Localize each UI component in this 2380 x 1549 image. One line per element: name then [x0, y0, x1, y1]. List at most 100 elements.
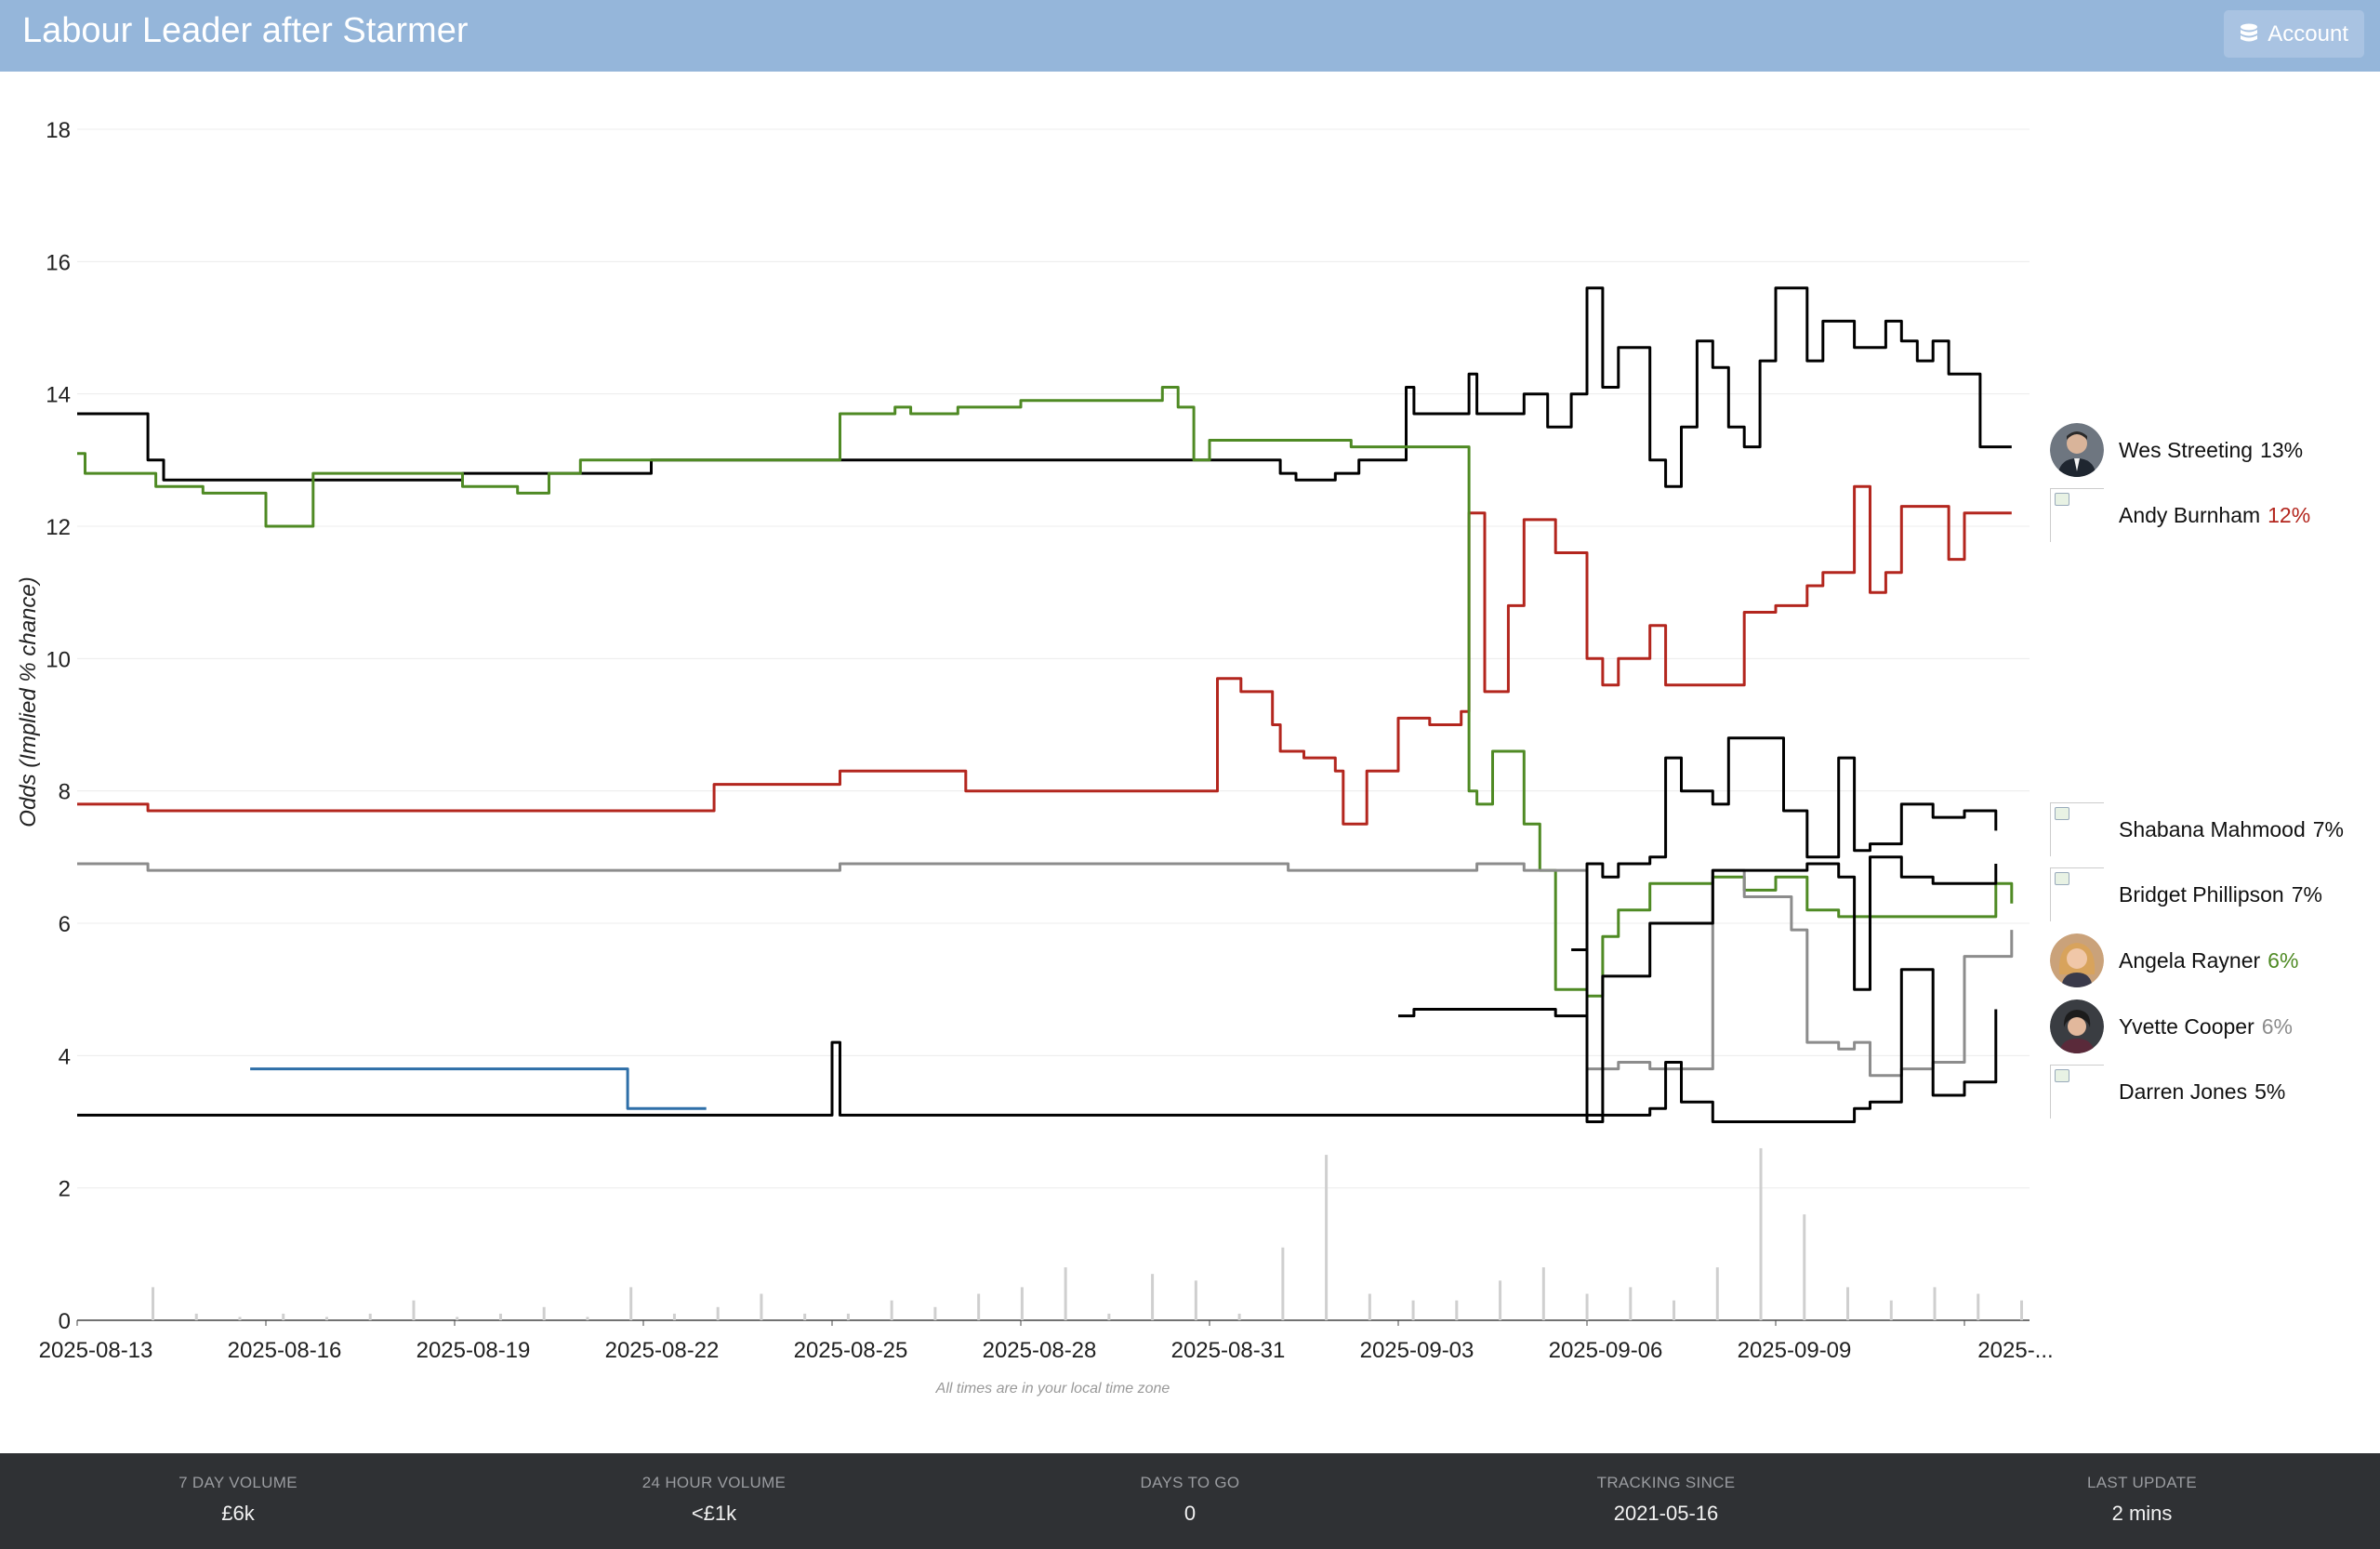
- volume-bar: [1455, 1300, 1459, 1320]
- volume-bar: [803, 1313, 807, 1320]
- y-tick-label: 0: [59, 1309, 71, 1334]
- volume-bar: [1715, 1267, 1719, 1320]
- legend-item[interactable]: Wes Streeting 13%: [2050, 420, 2303, 480]
- series-line-1: [77, 286, 2012, 488]
- volume-bars: [152, 1147, 2023, 1320]
- volume-bar: [368, 1313, 372, 1320]
- volume-bar: [542, 1306, 546, 1320]
- series-line-5: [1398, 736, 1998, 1018]
- stat-block: 24 HOUR VOLUME <£1k: [476, 1453, 952, 1549]
- broken-image-icon: [2050, 1065, 2104, 1119]
- chart-grid: [77, 128, 2030, 1321]
- stat-value: £6k: [221, 1502, 255, 1525]
- y-tick-label: 18: [46, 118, 71, 143]
- y-axis: 0 2 4 6 8 10 12 14 16 18: [46, 118, 71, 1334]
- y-tick-label: 4: [59, 1044, 71, 1069]
- legend-item[interactable]: Shabana Mahmood 7%: [2050, 800, 2344, 859]
- volume-bar: [498, 1313, 502, 1320]
- candidate-percent: 7%: [2291, 881, 2322, 907]
- volume-bar: [2020, 1300, 2023, 1320]
- candidate-percent: 12%: [2268, 502, 2311, 527]
- stat-value: <£1k: [691, 1502, 737, 1525]
- legend-item[interactable]: Darren Jones 5%: [2050, 1062, 2285, 1121]
- x-tick-label: 2025-...: [1977, 1338, 2053, 1363]
- volume-bar: [1673, 1300, 1676, 1320]
- stat-block: 7 DAY VOLUME £6k: [0, 1453, 476, 1549]
- avatar-photo: [2050, 933, 2104, 987]
- stat-label: 7 DAY VOLUME: [178, 1474, 298, 1491]
- legend-item[interactable]: Angela Rayner 6%: [2050, 931, 2298, 990]
- volume-bar: [716, 1306, 720, 1320]
- volume-bar: [412, 1300, 416, 1320]
- stat-block: LAST UPDATE 2 mins: [1904, 1453, 2380, 1549]
- y-tick-label: 10: [46, 647, 71, 672]
- volume-bar: [1889, 1300, 1893, 1320]
- y-tick-label: 2: [59, 1177, 71, 1202]
- y-axis-label: Odds (Implied % chance): [16, 576, 41, 827]
- volume-bar: [1499, 1280, 1502, 1320]
- stat-label: DAYS TO GO: [1140, 1474, 1240, 1491]
- page-title: Labour Leader after Starmer: [22, 11, 469, 50]
- candidate-percent: 6%: [2261, 1013, 2294, 1039]
- stat-block: TRACKING SINCE 2021-05-16: [1428, 1453, 1904, 1549]
- y-tick-label: 14: [46, 383, 71, 408]
- x-tick-label: 2025-09-06: [1549, 1338, 1663, 1363]
- volume-bar: [282, 1313, 285, 1320]
- y-tick-label: 16: [46, 250, 71, 275]
- series-line-6: [1571, 855, 1998, 1123]
- x-tick-label: 2025-09-09: [1738, 1338, 1852, 1363]
- volume-bar: [1977, 1293, 1980, 1320]
- timezone-note: All times are in your local time zone: [935, 1381, 1170, 1397]
- series-line-7: [77, 968, 1998, 1123]
- volume-bar: [1107, 1313, 1111, 1320]
- account-label: Account: [2268, 20, 2348, 46]
- volume-bar: [1368, 1293, 1371, 1320]
- x-tick-label: 2025-08-28: [983, 1338, 1097, 1363]
- stat-label: TRACKING SINCE: [1596, 1474, 1736, 1491]
- volume-bar: [1020, 1287, 1024, 1320]
- volume-bar: [324, 1317, 328, 1320]
- candidate-percent: 5%: [2254, 1079, 2286, 1104]
- broken-image-icon: [2050, 802, 2104, 856]
- account-button[interactable]: Account: [2224, 10, 2364, 58]
- volume-bar: [1281, 1247, 1285, 1320]
- candidate-name: Shabana Mahmood: [2119, 816, 2306, 841]
- chart-series: [77, 286, 2014, 1123]
- volume-bar: [1759, 1147, 1763, 1320]
- stat-block: DAYS TO GO 0: [952, 1453, 1428, 1549]
- x-tick-label: 2025-08-31: [1171, 1338, 1286, 1363]
- y-tick-label: 6: [59, 912, 71, 937]
- series-line-4: [77, 862, 2014, 1078]
- volume-bar: [1585, 1293, 1589, 1320]
- candidate-name: Andy Burnham: [2119, 502, 2261, 527]
- volume-bar: [1325, 1155, 1329, 1320]
- stat-value: 2 mins: [2111, 1502, 2173, 1525]
- series-line-8: [250, 1067, 707, 1110]
- app-header: Labour Leader after Starmer Account: [0, 0, 2380, 72]
- candidate-name: Yvette Cooper: [2119, 1013, 2254, 1039]
- candidate-percent: 6%: [2268, 947, 2299, 973]
- volume-bar: [890, 1300, 893, 1320]
- candidate-percent: 7%: [2312, 816, 2345, 841]
- candidate-name: Darren Jones: [2119, 1079, 2248, 1104]
- volume-bar: [1411, 1300, 1415, 1320]
- avatar-photo: [2050, 1000, 2104, 1053]
- x-axis: 2025-08-13 2025-08-16 2025-08-19 2025-08-22…: [39, 1320, 2054, 1363]
- volume-bar: [456, 1317, 459, 1320]
- volume-bar: [1803, 1214, 1806, 1320]
- stat-label: LAST UPDATE: [2087, 1474, 2197, 1491]
- candidate-name: Bridget Phillipson: [2119, 881, 2284, 907]
- volume-bar: [586, 1317, 589, 1320]
- x-tick-label: 2025-08-25: [794, 1338, 908, 1363]
- volume-bar: [760, 1293, 763, 1320]
- volume-bar: [933, 1306, 937, 1320]
- stat-label: 24 HOUR VOLUME: [641, 1474, 787, 1491]
- legend-item[interactable]: Bridget Phillipson 7%: [2050, 865, 2322, 924]
- stat-value: 2021-05-16: [1613, 1502, 1719, 1525]
- legend-item[interactable]: Andy Burnham 12%: [2050, 485, 2310, 545]
- x-tick-label: 2025-08-16: [228, 1338, 342, 1363]
- volume-bar: [1194, 1280, 1197, 1320]
- volume-bar: [238, 1317, 242, 1320]
- legend-item[interactable]: Yvette Cooper 6%: [2050, 997, 2293, 1056]
- avatar-photo: [2050, 423, 2104, 477]
